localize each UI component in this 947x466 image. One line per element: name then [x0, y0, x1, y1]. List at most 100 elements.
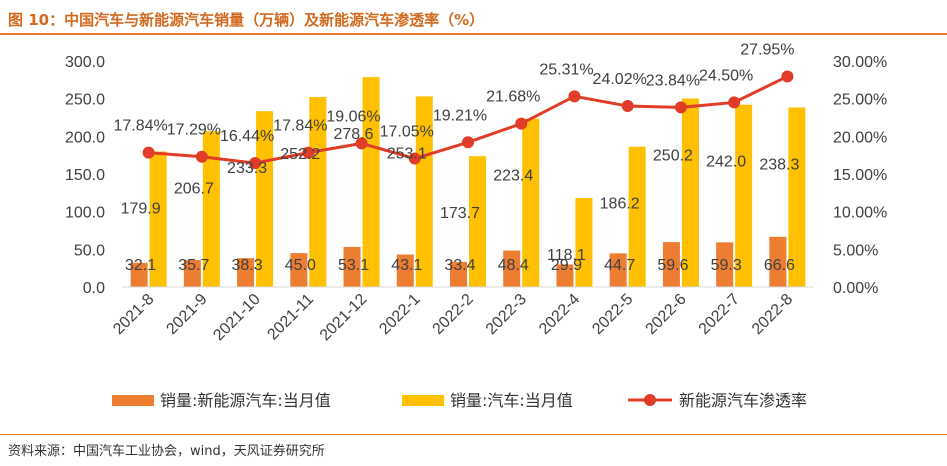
y-left-tick-label: 100.0: [65, 205, 105, 222]
rate-data-label: 27.95%: [740, 41, 794, 58]
bar-nev-sales: [556, 264, 574, 287]
legend-swatch-auto: [402, 395, 444, 406]
auto-data-label: 173.7: [440, 205, 480, 222]
chart-title: 图 10：中国汽车与新能源汽车销量（万辆）及新能源汽车渗透率（%）: [8, 11, 485, 29]
rate-point: [408, 152, 421, 165]
nev-data-label: 32.1: [125, 257, 156, 274]
legend-item-nev[interactable]: 销量:新能源汽车:当月值: [112, 391, 331, 410]
x-axis-ticks: 2021-8 2021-9 2021-10 2021-11 2021-12 2022-1 2…: [110, 291, 796, 345]
rate-point: [249, 157, 262, 170]
auto-data-label: 253.1: [387, 145, 427, 162]
footer-divider: [0, 434, 947, 435]
rate-data-label: 17.05%: [380, 124, 434, 141]
bar-nev-sales: [237, 258, 255, 287]
auto-data-label: 238.3: [759, 156, 799, 173]
auto-data-label: 242.0: [706, 154, 746, 171]
auto-data-label: 223.4: [493, 168, 533, 185]
source-note: 资料来源：中国汽车工业协会，wind，天风证券研究所: [8, 444, 325, 459]
nev-data-label: 45.0: [285, 257, 316, 274]
bar-series: [130, 77, 806, 288]
x-tick-label: 2021-12: [317, 291, 371, 345]
nev-data-label: 35.7: [178, 257, 209, 274]
rate-point: [515, 117, 528, 130]
legend-item-auto[interactable]: 销量:汽车:当月值: [402, 391, 573, 410]
rate-data-label: 17.84%: [273, 118, 327, 135]
y-left-tick-label: 200.0: [65, 129, 105, 146]
rate-data-label: 24.02%: [593, 71, 647, 88]
auto-data-label: 186.2: [600, 196, 640, 213]
bar-auto-sales: [575, 198, 593, 287]
y-right-tick-label: 30.00%: [833, 54, 887, 71]
bar-auto-sales: [681, 98, 699, 288]
rate-data-label: 16.44%: [220, 128, 274, 145]
x-tick-label: 2022-1: [376, 291, 423, 338]
y-right-tick-label: 25.00%: [833, 92, 887, 109]
auto-data-label: 250.2: [653, 148, 693, 165]
bar-nev-sales: [450, 261, 467, 287]
bar-nev-sales: [130, 262, 148, 287]
nev-data-label: 59.6: [657, 257, 688, 274]
x-tick-label: 2022-8: [749, 291, 796, 338]
bar-auto-sales: [415, 96, 433, 288]
rate-data-label: 21.68%: [486, 89, 540, 106]
bar-auto-sales: [735, 104, 753, 288]
bar-nev-sales: [183, 260, 201, 287]
rate-data-label: 23.84%: [646, 72, 700, 89]
bar-auto-sales: [788, 107, 806, 287]
y-left-tick-label: 300.0: [65, 54, 105, 71]
nev-data-label: 59.3: [711, 257, 742, 274]
bar-nev-sales: [343, 246, 361, 287]
left-axis-ticks: 0.0 50.0 100.0 150.0 200.0 250.0 300.0: [65, 54, 105, 297]
auto-data-label: 233.3: [227, 160, 267, 177]
legend-label-auto: 销量:汽车:当月值: [450, 391, 573, 410]
bar-nev-sales: [662, 242, 680, 287]
x-tick-label: 2022-7: [696, 291, 743, 338]
rate-point: [355, 137, 368, 150]
right-axis-ticks: 0.00% 5.00% 10.00% 15.00% 20.00% 25.00% 30.00%: [833, 54, 887, 297]
x-tick-label: 2021-8: [110, 291, 157, 338]
y-right-tick-label: 5.00%: [833, 242, 878, 259]
legend-label-rate: 新能源汽车渗透率: [679, 391, 807, 410]
rate-point: [142, 146, 155, 159]
rate-line-series: 17.84%17.29%16.44%17.84%19.06%17.05%19.2…: [113, 41, 795, 170]
nev-data-label: 29.9: [551, 257, 582, 274]
rate-data-label: 19.06%: [326, 108, 380, 125]
rate-point: [728, 96, 741, 109]
rate-data-label: 17.84%: [113, 118, 167, 135]
x-tick-label: 2021-10: [210, 291, 264, 345]
nev-data-label: 53.1: [338, 257, 369, 274]
rate-point: [302, 146, 315, 159]
rate-point: [621, 100, 634, 113]
nev-data-label: 44.7: [604, 257, 635, 274]
x-tick-label: 2022-4: [536, 291, 583, 338]
nev-data-label: 33.4: [444, 257, 475, 274]
bar-auto-sales: [309, 97, 327, 287]
rate-point: [195, 150, 208, 163]
bar-nev-sales: [769, 236, 787, 287]
bar-auto-sales: [469, 156, 486, 287]
y-left-tick-label: 0.0: [83, 280, 105, 297]
bar-nev-sales: [290, 253, 308, 287]
y-left-tick-label: 50.0: [74, 242, 105, 259]
rate-point: [674, 101, 687, 114]
auto-data-label: 179.9: [121, 200, 161, 217]
rate-data-label: 24.50%: [699, 67, 753, 84]
legend-label-nev: 销量:新能源汽车:当月值: [160, 391, 331, 410]
nev-data-label: 48.4: [498, 257, 529, 274]
rate-point: [462, 136, 474, 149]
rate-point: [781, 70, 794, 83]
legend: 销量:新能源汽车:当月值 销量:汽车:当月值 新能源汽车渗透率: [112, 391, 807, 410]
auto-data-label: 278.6: [334, 126, 374, 143]
bar-auto-sales: [202, 131, 220, 287]
legend-swatch-nev: [112, 395, 154, 406]
y-left-tick-label: 250.0: [65, 92, 105, 109]
legend-swatch-rate-marker: [644, 394, 656, 406]
bar-auto-sales: [522, 118, 540, 288]
legend-item-rate[interactable]: 新能源汽车渗透率: [628, 391, 807, 410]
rate-data-label: 19.21%: [433, 107, 487, 124]
y-right-tick-label: 20.00%: [833, 129, 887, 146]
bar-auto-sales: [256, 111, 274, 287]
x-tick-label: 2022-3: [483, 291, 530, 338]
bar-nev-sales: [503, 250, 521, 287]
